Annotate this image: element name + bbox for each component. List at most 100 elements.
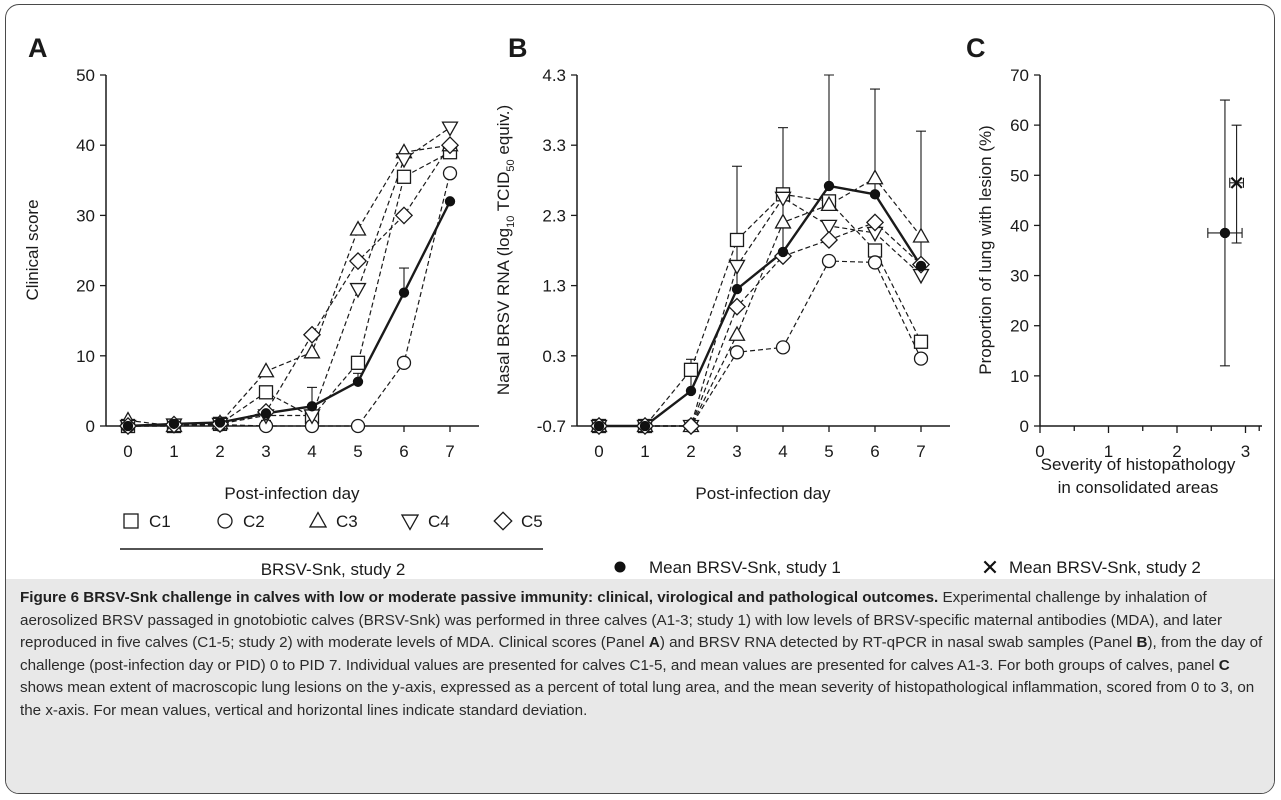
panel-b-point-filled-circle-shape xyxy=(915,260,927,272)
panel-c-point-x xyxy=(1230,176,1243,189)
panel-b-point-triangle-up-shape xyxy=(728,325,746,341)
panel-a-point-diamond-shape xyxy=(440,136,460,155)
panel-b-point-diamond-shape xyxy=(727,297,747,316)
panel-b-point-square-shape xyxy=(683,362,699,377)
caption-text-3: ), from the day of challenge (post-infec… xyxy=(20,634,1263,674)
panel-a-point-triangle-down xyxy=(441,121,459,137)
panel-b-y-label-part: 50 xyxy=(505,159,517,171)
panel-a-point-filled-circle xyxy=(352,376,364,387)
panel-b-point-circle-shape xyxy=(913,351,929,366)
panel-b-point-filled-circle xyxy=(823,180,835,192)
panel-b-point-square xyxy=(867,243,883,258)
panel-a-point-filled-circle-shape xyxy=(214,417,226,428)
legend-label-mean-study1: Mean BRSV-Snk, study 1 xyxy=(649,558,841,577)
legend-marker-c5 xyxy=(493,511,513,531)
panel-b-y-tick-label: -0.7 xyxy=(537,417,566,436)
panel-c-x-tick-label: 0 xyxy=(1035,442,1044,461)
panel-b-point-filled-circle-shape xyxy=(639,420,651,432)
panel-b-point-triangle-up xyxy=(774,213,792,229)
panel-b-point-diamond xyxy=(727,297,747,316)
panel-a-point-filled-circle xyxy=(168,418,180,430)
panel-a-point-square xyxy=(396,169,412,184)
panel-a-y-tick-label: 50 xyxy=(76,66,95,85)
panel-b-point-triangle-down xyxy=(728,259,746,276)
panel-b-point-square-shape xyxy=(913,334,929,349)
panel-b-point-circle xyxy=(913,351,929,366)
panel-a-series-line-mean xyxy=(127,200,452,428)
panel-b-point-filled-circle-shape xyxy=(823,180,835,192)
legend-marker-mean-study2 xyxy=(983,560,997,574)
caption-panel-a-ref: A xyxy=(648,634,660,651)
panel-b-point-square xyxy=(729,232,745,248)
panel-a-point-filled-circle xyxy=(260,408,272,419)
panel-a-point-triangle-up-shape xyxy=(349,220,367,236)
panel-b-x-axis-label: Post-infection day xyxy=(695,484,831,503)
panel-c-x-tick-label: 1 xyxy=(1104,442,1113,461)
panel-b-point-circle-shape xyxy=(821,253,837,269)
panel-a-point-triangle-down-shape xyxy=(441,121,459,137)
legend-marker-c3-shape xyxy=(308,511,328,528)
panel-b-point-square xyxy=(913,334,929,349)
legend-marker-c4 xyxy=(400,514,420,531)
panel-a-x-tick-label: 3 xyxy=(261,442,270,461)
figure-panel: 0 10 20 30 40 50 0 1 2 3 4 5 6 7 Post-infection day Cli… xyxy=(5,4,1275,794)
panel-c-x-tick-label: 3 xyxy=(1241,442,1250,461)
panel-b-series-line-c4 xyxy=(599,197,922,427)
panel-b-point-filled-circle-shape xyxy=(685,385,697,397)
panel-b-series-line-c5 xyxy=(599,221,922,427)
panel-b-point-square xyxy=(683,362,699,377)
legend-marker-c1 xyxy=(123,513,139,529)
legend-label-c2: C2 xyxy=(243,512,265,531)
panel-a-y-axis-label: Clinical score xyxy=(23,199,42,300)
panel-a-x-tick-label: 6 xyxy=(399,442,408,461)
panel-a-point-diamond xyxy=(440,136,460,155)
panel-c-x-tick-label: 2 xyxy=(1172,442,1181,461)
panel-a-point-filled-circle-shape xyxy=(398,287,410,298)
panel-b-point-triangle-up-shape xyxy=(866,169,884,185)
legend-marker-mean-study1-shape xyxy=(614,561,626,573)
panel-b-point-triangle-down-shape xyxy=(728,259,746,276)
panel-b-point-square-shape xyxy=(867,243,883,258)
panel-b-y-label-part: equiv.) xyxy=(494,105,513,160)
panel-a-y-tick-label: 20 xyxy=(76,277,95,296)
panel-a-x-axis-label: Post-infection day xyxy=(224,484,360,503)
panel-a-series-line-c2 xyxy=(128,173,451,427)
legend-marker-c5-shape xyxy=(493,511,513,531)
panel-b-point-filled-circle xyxy=(639,420,651,432)
caption-text-4: shows mean extent of macroscopic lung le… xyxy=(20,679,1255,719)
panel-b-point-circle xyxy=(867,255,883,270)
caption-panel-c-ref: C xyxy=(1218,656,1230,674)
panel-a-point-filled-circle-shape xyxy=(352,376,364,387)
panel-b-point-diamond xyxy=(819,230,839,250)
panel-a-x-tick-label: 4 xyxy=(307,442,316,461)
panel-b-point-filled-circle xyxy=(915,260,927,272)
panel-a-point-filled-circle xyxy=(444,196,456,207)
panel-c-y-tick-label: 40 xyxy=(1010,216,1029,235)
panel-b-point-circle-shape xyxy=(775,340,791,355)
panel-b-point-circle-shape xyxy=(729,345,745,360)
panel-b-point-filled-circle xyxy=(777,246,789,258)
panel-b-x-tick-label: 3 xyxy=(732,442,741,461)
panel-a-point-triangle-up-shape xyxy=(257,362,275,378)
panel-b-point-circle-shape xyxy=(867,255,883,270)
panel-b-point-triangle-up xyxy=(728,325,746,341)
panel-a-point-filled-circle xyxy=(214,417,226,428)
panel-a-x-tick-label: 2 xyxy=(215,442,224,461)
panel-c-y-tick-label: 50 xyxy=(1010,166,1029,185)
panel-c-y-tick-label: 70 xyxy=(1010,66,1029,85)
panel-a-point-filled-circle xyxy=(398,287,410,298)
panel-b-point-triangle-up xyxy=(820,195,838,212)
panel-a-point-circle xyxy=(396,355,412,370)
panel-b-point-circle xyxy=(775,340,791,355)
panel-a-x-tick-label: 5 xyxy=(353,442,362,461)
legend-marker-c4-shape xyxy=(400,514,420,531)
panel-c-x-axis-label-2: in consolidated areas xyxy=(1058,478,1219,497)
panel-b-point-filled-circle xyxy=(731,283,743,295)
panel-a-y-tick-label: 10 xyxy=(76,347,95,366)
panel-c-point-x-shape xyxy=(1230,176,1243,189)
panel-a-x-tick-label: 7 xyxy=(445,442,454,461)
panel-a-point-circle-shape xyxy=(350,418,366,434)
panel-a-point-filled-circle-shape xyxy=(444,196,456,207)
panel-b-x-tick-label: 5 xyxy=(824,442,833,461)
